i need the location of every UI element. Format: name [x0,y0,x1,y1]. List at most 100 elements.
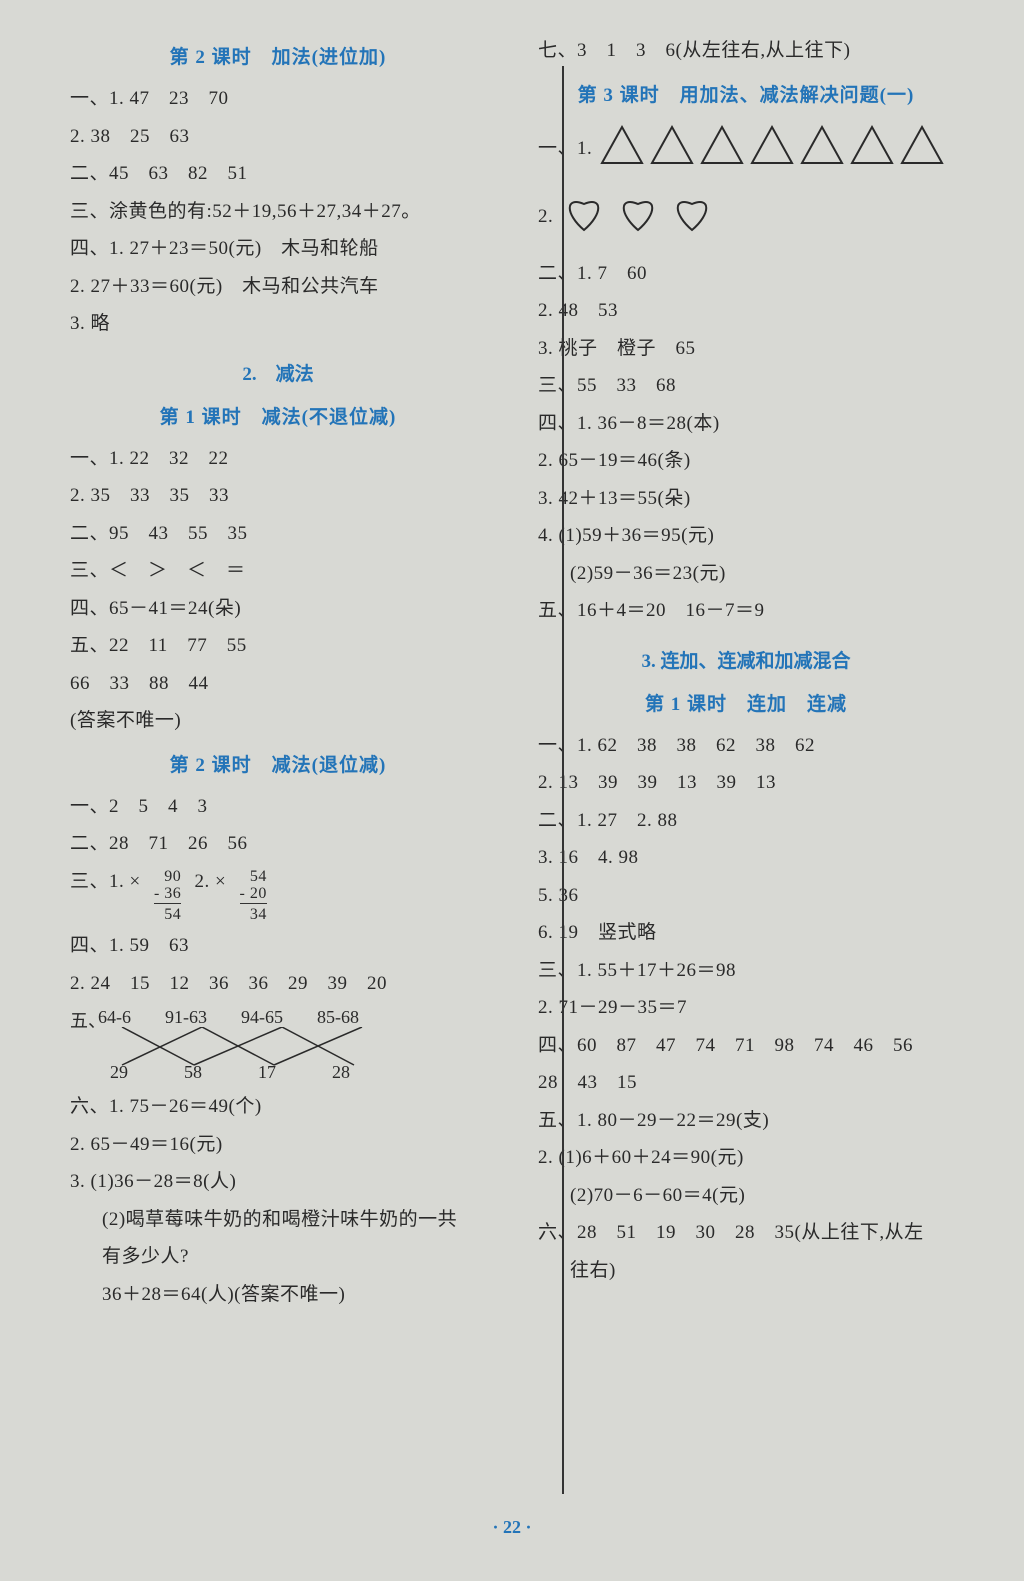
answer-line: 六、1. 75－26＝49(个) [70,1093,486,1122]
answer-line: 二、95 43 55 35 [70,520,486,549]
answer-line: 四、1. 27＋23＝50(元) 木马和轮船 [70,235,486,264]
cross-bottom-row: 29 58 17 28 [110,1062,350,1083]
answer-line: 一、1. 47 23 70 [70,85,486,114]
heading-lesson1-sub-noborrow: 第 1 课时 减法(不退位减) [70,402,486,429]
vertical-subtraction-1: 90 - 36 54 [154,868,181,924]
answer-line: 三、55 33 68 [538,372,954,401]
answer-line: 二、1. 7 60 [538,260,954,289]
vm-top: 54 [240,868,267,886]
heading-lesson3-solve: 第 3 课时 用加法、减法解决问题(一) [538,80,954,107]
answer-line: 2. 38 25 63 [70,123,486,152]
answer-line: 28 43 15 [538,1069,954,1098]
answer-line: 3. 16 4. 98 [538,844,954,873]
answer-line: 2. 48 53 [538,297,954,326]
cross-item: 58 [184,1062,202,1083]
answer-line: 三、1. 55＋17＋26＝98 [538,957,954,986]
cross-item: 17 [258,1062,276,1083]
answer-line: 5. 36 [538,882,954,911]
left-column: 第 2 课时 加法(进位加) 一、1. 47 23 70 2. 38 25 63… [52,18,512,1538]
answer-line: 七、3 1 3 6(从左往右,从上往下) [538,37,954,66]
label: 一、1. [538,138,592,159]
answer-line: 2. 65－19＝46(条) [538,447,954,476]
answer-hearts: 2. [538,190,954,246]
answer-line: 五、22 11 77 55 [70,632,486,661]
triangle-row-icon [598,123,948,177]
cross-item: 29 [110,1062,128,1083]
heart-icon [613,190,663,236]
answer-line: 一、2 5 4 3 [70,793,486,822]
cross-item: 64-6 [98,1007,131,1028]
heart-icon [667,190,717,236]
answer-line: 三、涂黄色的有:52＋19,56＋27,34＋27。 [70,198,486,227]
heading-lesson2-addition: 第 2 课时 加法(进位加) [70,42,486,69]
answer-line: 6. 19 竖式略 [538,919,954,948]
answer-line: 四、1. 59 63 [70,932,486,961]
label: 三、1. × [70,871,141,892]
answer-line: 四、65－41＝24(朵) [70,595,486,624]
answer-line: 六、28 51 19 30 28 35(从上往下,从左 [538,1219,954,1248]
answer-line: 四、60 87 47 74 71 98 74 46 56 [538,1032,954,1061]
label: 2. [538,206,553,227]
answer-line: (2)70－6－60＝4(元) [538,1182,954,1211]
triangle-icon [798,123,846,167]
answer-triangles: 一、1. [538,123,954,177]
answer-line: 3. 桃子 橙子 65 [538,335,954,364]
answer-line: 二、28 71 26 56 [70,830,486,859]
cross-item: 85-68 [317,1007,359,1028]
answer-line: 3. (1)36－28＝8(人) [70,1168,486,1197]
page-number: · 22 · [52,1517,972,1538]
answer-line: 一、1. 22 32 22 [70,445,486,474]
answer-note: (答案不唯一) [70,707,486,736]
column-divider [562,66,564,1494]
answer-line: 2. 27＋33＝60(元) 木马和公共汽车 [70,273,486,302]
answer-line: 66 33 88 44 [70,670,486,699]
answer-line: 五、16＋4＝20 16－7＝9 [538,597,954,626]
answer-line-vertical-math: 三、1. × 90 - 36 54 2. × 54 - 20 34 [70,868,486,924]
label: 2. × [195,871,227,892]
answer-line: (2)59－36＝23(元) [538,560,954,589]
answer-line: 3. 略 [70,310,486,339]
answer-line: 2. 13 39 39 13 39 13 [538,769,954,798]
heading-section3-mixed: 3. 连加、连减和加减混合 [538,646,954,673]
triangle-icon [698,123,746,167]
answer-line: 2. 35 33 35 33 [70,482,486,511]
triangle-icon [598,123,646,167]
cross-item: 91-63 [165,1007,207,1028]
answer-line: 二、45 63 82 51 [70,160,486,189]
answer-line: (2)喝草莓味牛奶的和喝橙汁味牛奶的一共 [70,1206,486,1235]
triangle-icon [898,123,946,167]
answer-line: 有多少人? [70,1243,486,1272]
triangle-icon [848,123,896,167]
answer-line: 往右) [538,1257,954,1286]
triangle-icon [748,123,796,167]
vm-result: 34 [240,903,267,924]
vm-mid: - 20 [240,885,267,903]
heading-section2-subtraction: 2. 减法 [70,359,486,386]
cross-item: 28 [332,1062,350,1083]
answer-line: 四、1. 36－8＝28(本) [538,410,954,439]
vm-result: 54 [154,903,181,924]
answer-line: 五、1. 80－29－22＝29(支) [538,1107,954,1136]
page: 第 2 课时 加法(进位加) 一、1. 47 23 70 2. 38 25 63… [52,18,972,1538]
cross-top-row: 64-6 91-63 94-65 85-68 [98,1007,359,1028]
cross-item: 94-65 [241,1007,283,1028]
answer-line: 三、＜ ＞ ＜ ＝ [70,557,486,586]
answer-line: 2. (1)6＋60＋24＝90(元) [538,1144,954,1173]
answer-line: 4. (1)59＋36＝95(元) [538,522,954,551]
vm-top: 90 [154,868,181,886]
matching-cross-diagram: 五、 64-6 91-63 94-65 85-68 29 58 17 28 [70,1007,486,1083]
answer-line: 2. 65－49＝16(元) [70,1131,486,1160]
answer-line: 一、1. 62 38 38 62 38 62 [538,732,954,761]
heading-lesson2-sub-borrow: 第 2 课时 减法(退位减) [70,750,486,777]
right-column: 七、3 1 3 6(从左往右,从上往下) 第 3 课时 用加法、减法解决问题(一… [512,18,972,1538]
answer-line: 3. 42＋13＝55(朵) [538,485,954,514]
triangle-icon [648,123,696,167]
heart-icon [559,190,609,236]
vertical-subtraction-2: 54 - 20 34 [240,868,267,924]
answer-line: 36＋28＝64(人)(答案不唯一) [70,1281,486,1310]
heart-row-icon [559,190,721,246]
cross-lines-icon [104,1027,404,1067]
heading-lesson1-chain: 第 1 课时 连加 连减 [538,689,954,716]
answer-line: 2. 71－29－35＝7 [538,994,954,1023]
vm-mid: - 36 [154,885,181,903]
